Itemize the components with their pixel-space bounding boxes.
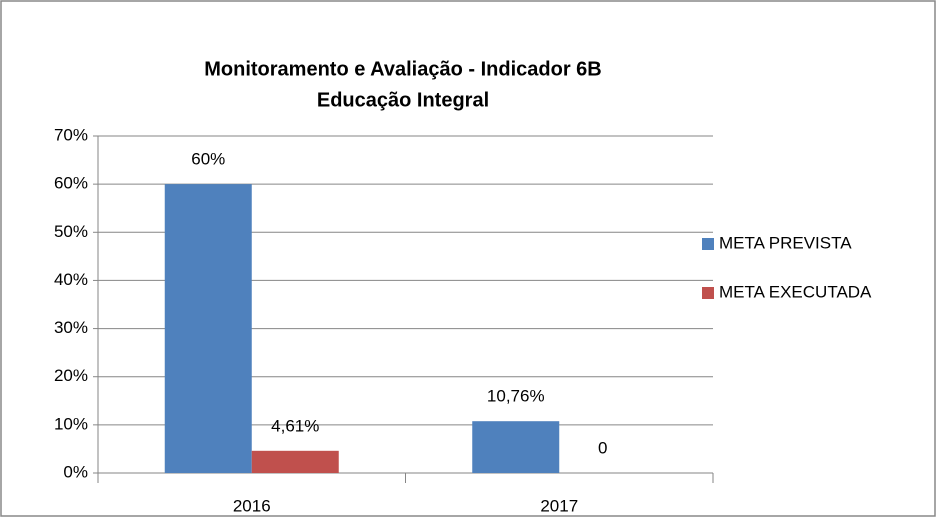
y-tick-label: 40%: [54, 270, 88, 289]
legend-swatch: [702, 287, 714, 299]
data-label: 10,76%: [487, 387, 545, 406]
y-tick-label: 70%: [54, 125, 88, 144]
legend-label: META PREVISTA: [719, 233, 852, 252]
chart-title: Monitoramento e Avaliação - Indicador 6B: [204, 58, 601, 80]
x-tick-label: 2017: [540, 496, 578, 515]
x-tick-label: 2016: [233, 496, 271, 515]
bar: [251, 450, 339, 473]
chart-subtitle: Educação Integral: [317, 89, 489, 111]
y-tick-label: 60%: [54, 174, 88, 193]
y-tick-label: 30%: [54, 318, 88, 337]
legend-label: META EXECUTADA: [719, 282, 872, 301]
y-tick-label: 0%: [63, 462, 88, 481]
bar: [164, 184, 252, 473]
y-tick-label: 10%: [54, 414, 88, 433]
data-label: 0: [598, 438, 607, 457]
y-tick-label: 20%: [54, 366, 88, 385]
y-tick-label: 50%: [54, 222, 88, 241]
data-label: 4,61%: [271, 416, 319, 435]
legend-swatch: [702, 238, 714, 250]
bar: [472, 421, 560, 473]
data-label: 60%: [191, 150, 225, 169]
